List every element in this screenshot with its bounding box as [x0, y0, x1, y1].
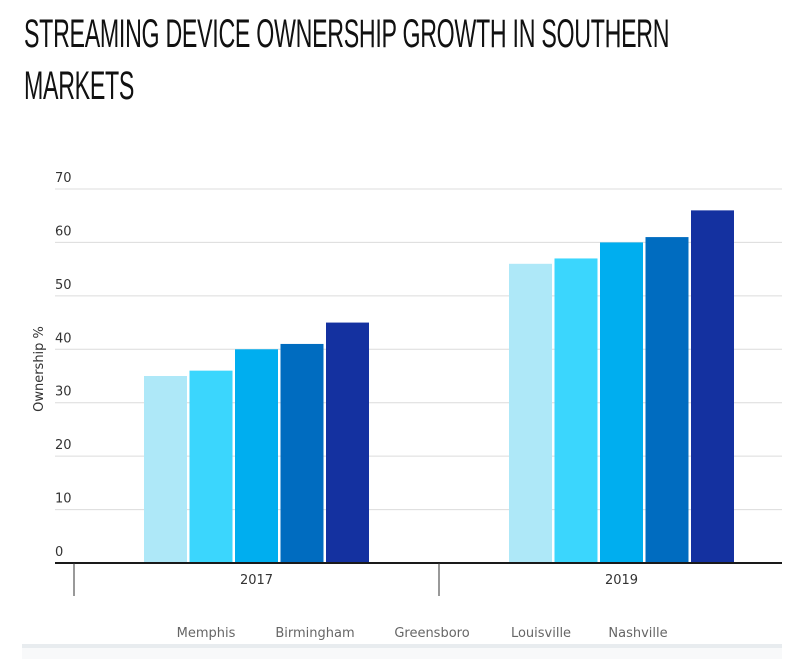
legend: Memphis Birmingham Greensboro Louisville Nas…	[177, 626, 668, 641]
bar-greensboro-2017	[235, 349, 278, 563]
bar-nashville-2019	[691, 210, 734, 563]
bar-nashville-2017	[326, 322, 369, 563]
legend-item-birmingham: Birmingham	[275, 626, 354, 641]
y-tick-label-20: 20	[55, 438, 72, 453]
y-axis-ticks: 0 10 20 30 40 50 60 70	[55, 171, 72, 560]
bar-louisville-2019	[645, 237, 689, 564]
legend-item-nashville: Nashville	[608, 626, 667, 641]
bar-louisville-2017	[280, 343, 324, 563]
footer-area	[22, 648, 782, 659]
bar-greensboro-2019	[600, 242, 643, 563]
y-tick-label-70: 70	[55, 171, 72, 186]
x-axis: 2017 2019	[55, 562, 782, 596]
x-category-label-2017: 2017	[240, 573, 273, 588]
y-tick-label-40: 40	[55, 331, 72, 346]
bars	[144, 210, 734, 564]
bar-memphis-2017	[144, 376, 187, 563]
x-category-label-2019: 2019	[605, 573, 638, 588]
bar-birmingham-2019	[554, 258, 598, 563]
y-tick-label-60: 60	[55, 224, 72, 239]
y-axis-label: Ownership %	[32, 326, 47, 412]
y-tick-label-50: 50	[55, 278, 72, 293]
chart-title: STREAMING DEVICE OWNERSHIP GROWTH IN SOU…	[24, 8, 670, 112]
chart-title-line-2: MARKETS	[24, 64, 135, 108]
bar-memphis-2019	[509, 263, 552, 563]
legend-item-memphis: Memphis	[177, 626, 236, 641]
footer-divider	[22, 644, 782, 648]
y-tick-label-10: 10	[55, 492, 72, 507]
y-tick-label-30: 30	[55, 385, 72, 400]
y-tick-label-0: 0	[55, 545, 63, 560]
legend-item-greensboro: Greensboro	[394, 626, 469, 641]
legend-item-louisville: Louisville	[511, 626, 571, 641]
chart-title-line-1: STREAMING DEVICE OWNERSHIP GROWTH IN SOU…	[24, 12, 670, 56]
bar-birmingham-2017	[189, 370, 233, 563]
